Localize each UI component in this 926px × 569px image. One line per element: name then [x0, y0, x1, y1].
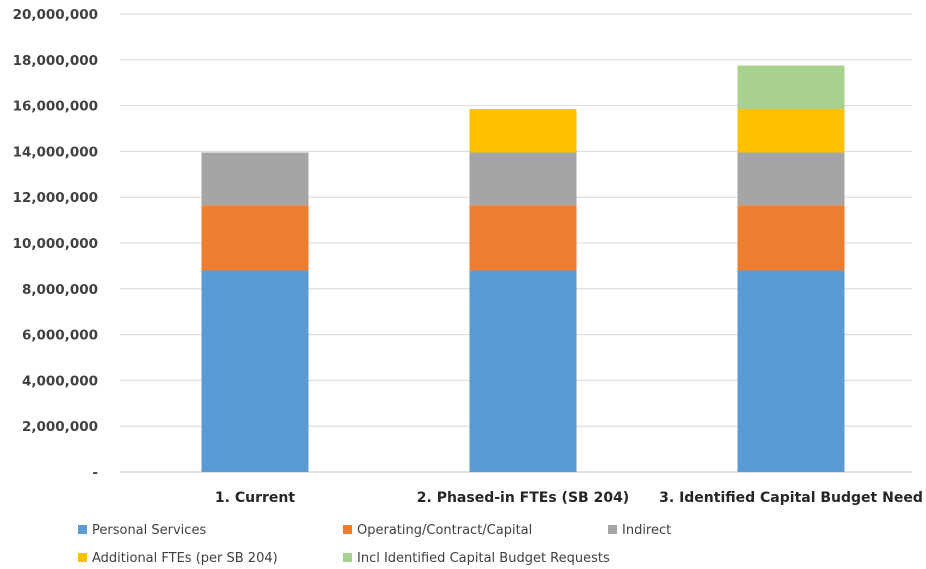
bar-segment — [737, 65, 845, 110]
bar-segment — [201, 270, 309, 472]
y-tick-label: 10,000,000 — [13, 236, 98, 252]
legend-label: Indirect — [622, 523, 671, 538]
legend-label: Additional FTEs (per SB 204) — [92, 551, 278, 566]
y-tick-label: 20,000,000 — [13, 7, 98, 23]
legend-label: Personal Services — [92, 523, 206, 538]
bar-segment — [737, 152, 845, 206]
y-tick-label: 18,000,000 — [13, 53, 98, 69]
bar-segment — [201, 205, 309, 271]
legend-swatch — [78, 525, 87, 534]
x-category-label: 2. Phased-in FTEs (SB 204) — [417, 490, 629, 506]
bar-segment — [469, 109, 577, 153]
y-tick-label: 8,000,000 — [22, 282, 98, 298]
x-category-label: 3. Identified Capital Budget Need — [659, 490, 923, 506]
y-tick-label: - — [92, 465, 98, 481]
y-tick-label: 16,000,000 — [13, 99, 98, 115]
bar-segment — [201, 152, 309, 206]
bar-segment — [469, 270, 577, 472]
legend-swatch — [343, 553, 352, 562]
bar-segment — [737, 205, 845, 271]
y-tick-label: 12,000,000 — [13, 190, 98, 206]
legend-label: Incl Identified Capital Budget Requests — [357, 551, 610, 566]
y-tick-label: 14,000,000 — [13, 144, 98, 160]
bar-segment — [469, 205, 577, 271]
y-tick-label: 4,000,000 — [22, 373, 98, 389]
legend-swatch — [343, 525, 352, 534]
x-category-label: 1. Current — [215, 490, 295, 506]
bar-segment — [737, 109, 845, 153]
y-tick-label: 6,000,000 — [22, 328, 98, 344]
legend-label: Operating/Contract/Capital — [357, 523, 532, 538]
legend-swatch — [78, 553, 87, 562]
legend-swatch — [608, 525, 617, 534]
bar-segment — [737, 270, 845, 472]
bar-segment — [469, 152, 577, 206]
y-tick-label: 2,000,000 — [22, 419, 98, 435]
